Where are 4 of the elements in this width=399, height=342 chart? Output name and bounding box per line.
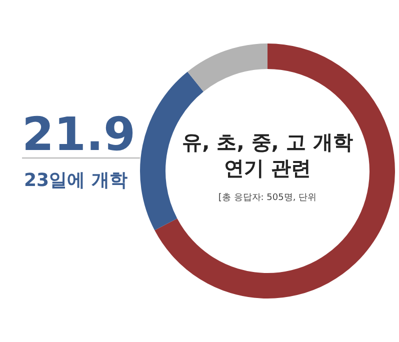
data-label: 21.9 xyxy=(22,107,136,161)
text: [총 응답자: 505명, 단위 xyxy=(217,192,318,204)
slice-label: 23일에 개학 xyxy=(24,170,128,191)
text: 유, 초, 중, 고 개학 연기 관련 xyxy=(181,129,354,181)
